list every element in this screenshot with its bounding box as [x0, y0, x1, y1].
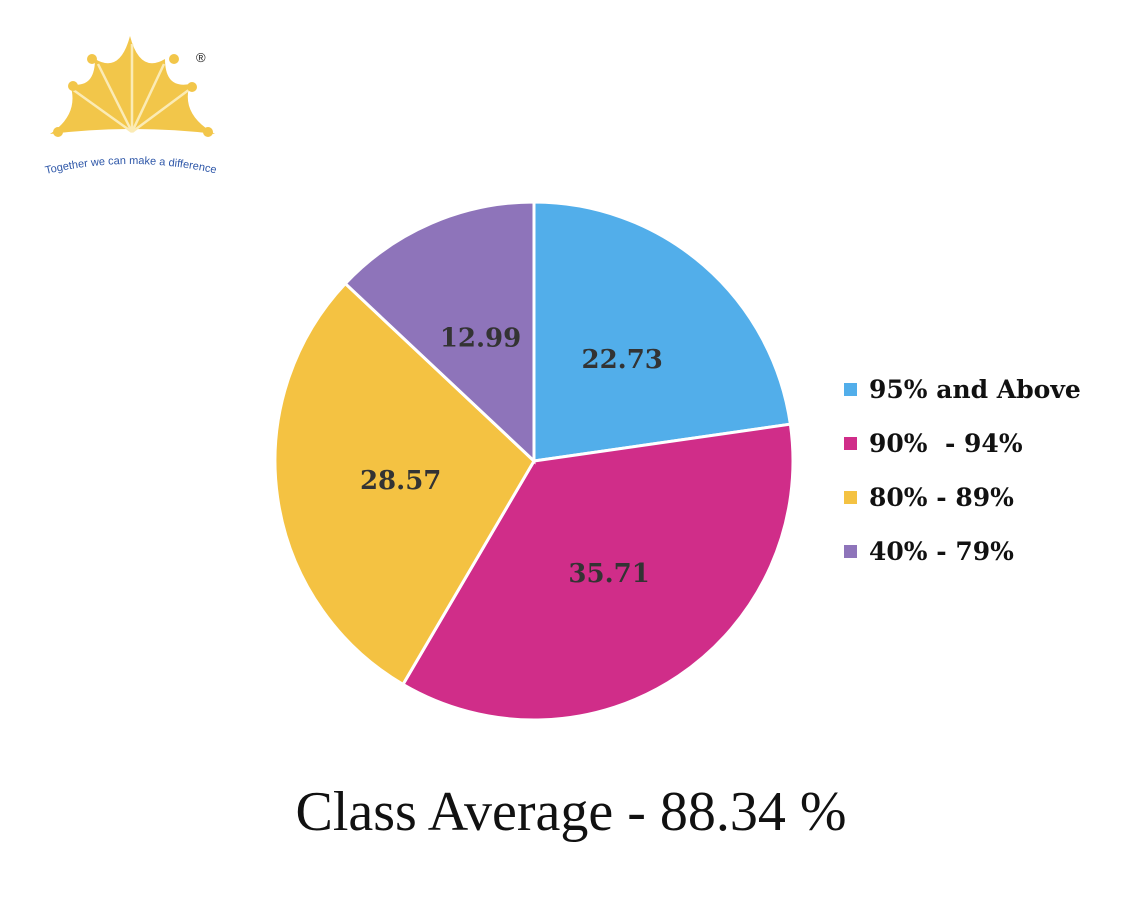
- data-label: 28.57: [360, 466, 441, 496]
- legend-swatch: [844, 544, 857, 558]
- legend-label: 80% - 89%: [869, 482, 1014, 512]
- legend-label: 40% - 79%: [869, 536, 1014, 566]
- legend-item: 90% - 94%: [844, 416, 1081, 470]
- legend-item: 80% - 89%: [844, 470, 1081, 524]
- data-label: 22.73: [581, 345, 662, 375]
- pie-slice: [400, 422, 795, 722]
- logo: ® Together we can make a difference: [44, 36, 218, 177]
- legend-item: 95% and Above: [844, 362, 1081, 416]
- legend-label: 95% and Above: [869, 374, 1081, 404]
- data-label: 12.99: [440, 323, 521, 353]
- legend-swatch: [844, 382, 857, 396]
- legend-item: 40% - 79%: [844, 524, 1081, 578]
- legend-label: 90% - 94%: [869, 428, 1023, 458]
- pie-slice: [343, 200, 536, 465]
- data-label: 35.71: [568, 559, 649, 589]
- legend: 95% and Above 90% - 94% 80% - 89% 40% - …: [844, 362, 1081, 578]
- legend-swatch: [844, 490, 857, 504]
- pie-slice: [273, 281, 536, 687]
- crown-icon: [50, 36, 215, 137]
- registered-mark: ®: [196, 50, 206, 65]
- pie-slice: [532, 200, 793, 463]
- class-average: Class Average - 88.34 %: [295, 781, 847, 843]
- legend-swatch: [844, 436, 857, 450]
